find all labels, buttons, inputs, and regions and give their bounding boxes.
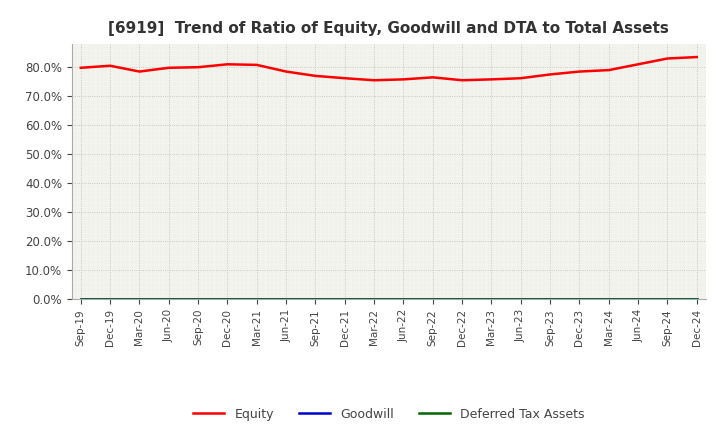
Goodwill bbox=[605, 297, 613, 302]
Equity bbox=[458, 77, 467, 83]
Equity bbox=[693, 55, 701, 60]
Deferred Tax Assets bbox=[428, 297, 437, 302]
Goodwill bbox=[135, 297, 144, 302]
Goodwill bbox=[282, 297, 290, 302]
Equity bbox=[575, 69, 584, 74]
Goodwill bbox=[546, 297, 554, 302]
Legend: Equity, Goodwill, Deferred Tax Assets: Equity, Goodwill, Deferred Tax Assets bbox=[188, 403, 590, 425]
Equity bbox=[428, 75, 437, 80]
Goodwill bbox=[575, 297, 584, 302]
Equity bbox=[546, 72, 554, 77]
Equity bbox=[634, 62, 642, 67]
Equity bbox=[253, 62, 261, 67]
Deferred Tax Assets bbox=[282, 297, 290, 302]
Equity bbox=[135, 69, 144, 74]
Deferred Tax Assets bbox=[135, 297, 144, 302]
Deferred Tax Assets bbox=[223, 297, 232, 302]
Equity bbox=[605, 67, 613, 73]
Deferred Tax Assets bbox=[575, 297, 584, 302]
Goodwill bbox=[663, 297, 672, 302]
Deferred Tax Assets bbox=[341, 297, 349, 302]
Equity bbox=[370, 77, 379, 83]
Equity bbox=[341, 76, 349, 81]
Deferred Tax Assets bbox=[370, 297, 379, 302]
Deferred Tax Assets bbox=[605, 297, 613, 302]
Deferred Tax Assets bbox=[634, 297, 642, 302]
Deferred Tax Assets bbox=[546, 297, 554, 302]
Equity bbox=[516, 76, 525, 81]
Deferred Tax Assets bbox=[164, 297, 173, 302]
Deferred Tax Assets bbox=[516, 297, 525, 302]
Deferred Tax Assets bbox=[253, 297, 261, 302]
Title: [6919]  Trend of Ratio of Equity, Goodwill and DTA to Total Assets: [6919] Trend of Ratio of Equity, Goodwil… bbox=[109, 21, 669, 36]
Deferred Tax Assets bbox=[458, 297, 467, 302]
Goodwill bbox=[693, 297, 701, 302]
Equity bbox=[399, 77, 408, 82]
Equity bbox=[106, 63, 114, 68]
Equity bbox=[282, 69, 290, 74]
Equity bbox=[487, 77, 496, 82]
Goodwill bbox=[634, 297, 642, 302]
Deferred Tax Assets bbox=[76, 297, 85, 302]
Goodwill bbox=[223, 297, 232, 302]
Deferred Tax Assets bbox=[311, 297, 320, 302]
Deferred Tax Assets bbox=[399, 297, 408, 302]
Goodwill bbox=[311, 297, 320, 302]
Deferred Tax Assets bbox=[663, 297, 672, 302]
Deferred Tax Assets bbox=[194, 297, 202, 302]
Goodwill bbox=[516, 297, 525, 302]
Equity bbox=[311, 73, 320, 78]
Goodwill bbox=[487, 297, 496, 302]
Deferred Tax Assets bbox=[693, 297, 701, 302]
Goodwill bbox=[399, 297, 408, 302]
Equity bbox=[663, 56, 672, 61]
Goodwill bbox=[106, 297, 114, 302]
Equity bbox=[194, 65, 202, 70]
Goodwill bbox=[428, 297, 437, 302]
Goodwill bbox=[458, 297, 467, 302]
Deferred Tax Assets bbox=[487, 297, 496, 302]
Goodwill bbox=[341, 297, 349, 302]
Goodwill bbox=[194, 297, 202, 302]
Goodwill bbox=[370, 297, 379, 302]
Equity bbox=[164, 65, 173, 70]
Line: Equity: Equity bbox=[81, 57, 697, 80]
Equity bbox=[76, 65, 85, 70]
Goodwill bbox=[164, 297, 173, 302]
Equity bbox=[223, 62, 232, 67]
Goodwill bbox=[253, 297, 261, 302]
Deferred Tax Assets bbox=[106, 297, 114, 302]
Goodwill bbox=[76, 297, 85, 302]
